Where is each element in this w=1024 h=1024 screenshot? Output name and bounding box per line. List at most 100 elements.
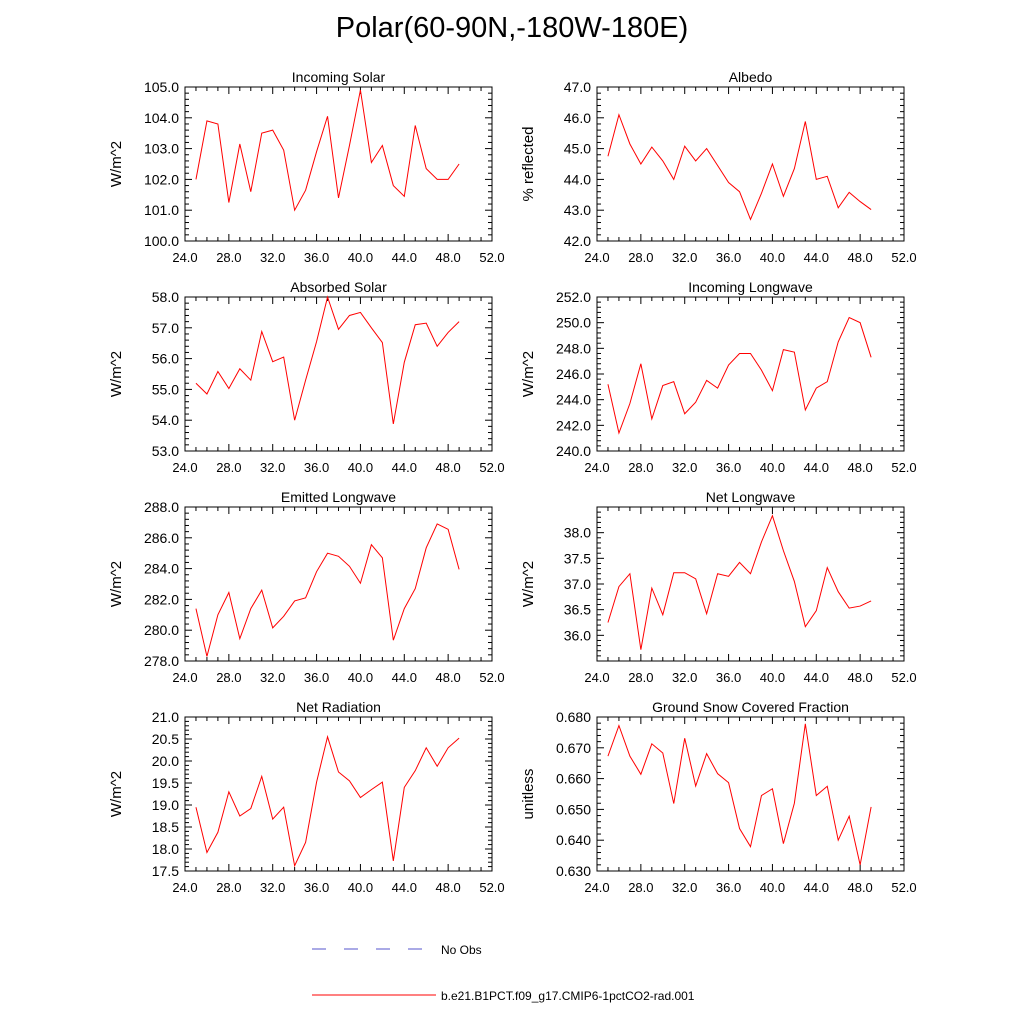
- y-axis-label: W/m^2: [108, 141, 125, 187]
- x-tick-label: 36.0: [304, 880, 329, 895]
- panel-0: 24.0 28.0 32.0 36.0 40.0 44.0 48.0 52.0 100.0 101…: [108, 69, 505, 265]
- series-line: [195, 295, 460, 424]
- y-tick-label: 43.0: [564, 202, 591, 218]
- y-tick-label: 102.0: [144, 171, 179, 187]
- x-tick-label: 52.0: [891, 880, 916, 895]
- y-tick-label: 20.5: [152, 731, 179, 747]
- x-tick-label: 24.0: [172, 460, 197, 475]
- y-tick-label: 244.0: [556, 392, 591, 408]
- plot-frame: [596, 86, 905, 242]
- x-tick-label: 48.0: [847, 880, 872, 895]
- figure-title: Polar(60-90N,-180W-180E): [335, 12, 689, 44]
- x-tick-label: 36.0: [304, 460, 329, 475]
- panel-title: Incoming Longwave: [688, 279, 813, 295]
- y-tick-label: 17.5: [152, 863, 179, 879]
- x-tick-label: 40.0: [348, 250, 373, 265]
- x-tick-label: 52.0: [479, 250, 504, 265]
- y-tick-label: 100.0: [144, 233, 179, 249]
- y-tick-label: 0.650: [556, 801, 591, 817]
- y-tick-label: 53.0: [152, 443, 179, 459]
- y-tick-label: 21.0: [152, 709, 179, 725]
- x-tick-label: 48.0: [435, 250, 460, 265]
- y-tick-label: 18.0: [152, 841, 179, 857]
- x-tick-label: 40.0: [348, 670, 373, 685]
- y-axis-label: W/m^2: [520, 351, 537, 397]
- x-tick-label: 40.0: [760, 880, 785, 895]
- y-axis-label: W/m^2: [520, 561, 537, 607]
- y-tick-label: 242.0: [556, 417, 591, 433]
- x-tick-label: 24.0: [584, 460, 609, 475]
- y-axis-label: W/m^2: [108, 351, 125, 397]
- x-tick-label: 28.0: [216, 250, 241, 265]
- x-tick-label: 48.0: [847, 670, 872, 685]
- y-tick-label: 246.0: [556, 366, 591, 382]
- x-tick-label: 28.0: [628, 250, 653, 265]
- x-tick-label: 28.0: [216, 880, 241, 895]
- y-tick-label: 19.5: [152, 775, 179, 791]
- panel-title: Albedo: [729, 69, 773, 85]
- x-tick-label: 52.0: [479, 460, 504, 475]
- y-tick-label: 0.640: [556, 832, 591, 848]
- plot-frame: [184, 716, 493, 872]
- y-tick-label: 250.0: [556, 315, 591, 331]
- x-tick-label: 48.0: [435, 670, 460, 685]
- y-tick-label: 58.0: [152, 289, 179, 305]
- x-tick-label: 32.0: [672, 670, 697, 685]
- y-tick-label: 104.0: [144, 110, 179, 126]
- y-tick-label: 57.0: [152, 320, 179, 336]
- y-tick-label: 278.0: [144, 653, 179, 669]
- x-tick-label: 32.0: [260, 670, 285, 685]
- x-tick-label: 24.0: [584, 880, 609, 895]
- y-tick-label: 18.5: [152, 819, 179, 835]
- series-line: [607, 113, 872, 221]
- y-tick-label: 282.0: [144, 591, 179, 607]
- x-tick-label: 48.0: [435, 460, 460, 475]
- y-tick-label: 56.0: [152, 351, 179, 367]
- y-tick-label: 42.0: [564, 233, 591, 249]
- x-tick-label: 28.0: [216, 460, 241, 475]
- x-tick-label: 40.0: [760, 460, 785, 475]
- x-tick-label: 44.0: [392, 880, 417, 895]
- panel-5: 24.0 28.0 32.0 36.0 40.0 44.0 48.0 52.0 36.0 36.5…: [520, 489, 917, 685]
- x-tick-label: 32.0: [672, 880, 697, 895]
- y-tick-label: 36.5: [564, 602, 591, 618]
- y-tick-label: 288.0: [144, 499, 179, 515]
- panel-title: Incoming Solar: [292, 69, 386, 85]
- plot-frame: [184, 296, 493, 452]
- panel-4: 24.0 28.0 32.0 36.0 40.0 44.0 48.0 52.0 278.0 280…: [108, 489, 505, 685]
- x-tick-label: 40.0: [760, 670, 785, 685]
- x-tick-label: 36.0: [304, 250, 329, 265]
- panel-title: Net Longwave: [706, 489, 796, 505]
- y-tick-label: 0.630: [556, 863, 591, 879]
- y-tick-label: 280.0: [144, 622, 179, 638]
- panel-6: 24.0 28.0 32.0 36.0 40.0 44.0 48.0 52.0 17.5 18.0…: [108, 699, 505, 895]
- y-tick-label: 55.0: [152, 381, 179, 397]
- panel-3: 24.0 28.0 32.0 36.0 40.0 44.0 48.0 52.0 240.0 242…: [520, 279, 917, 475]
- x-tick-label: 28.0: [216, 670, 241, 685]
- y-tick-label: 0.680: [556, 709, 591, 725]
- x-tick-label: 40.0: [760, 250, 785, 265]
- y-tick-label: 252.0: [556, 289, 591, 305]
- x-tick-label: 24.0: [584, 670, 609, 685]
- y-tick-label: 20.0: [152, 753, 179, 769]
- x-tick-label: 48.0: [435, 880, 460, 895]
- panel-2: 24.0 28.0 32.0 36.0 40.0 44.0 48.0 52.0 53.0 54.0…: [108, 279, 505, 475]
- y-tick-label: 44.0: [564, 171, 591, 187]
- series-line: [195, 89, 460, 212]
- x-tick-label: 44.0: [804, 880, 829, 895]
- x-tick-label: 52.0: [891, 670, 916, 685]
- x-tick-label: 40.0: [348, 460, 373, 475]
- x-tick-label: 32.0: [672, 460, 697, 475]
- plot-frame: [184, 86, 493, 242]
- x-tick-label: 24.0: [584, 250, 609, 265]
- y-tick-label: 101.0: [144, 202, 179, 218]
- y-tick-label: 37.0: [564, 576, 591, 592]
- y-axis-label: unitless: [520, 769, 537, 820]
- series-line: [607, 514, 872, 650]
- x-tick-label: 40.0: [348, 880, 373, 895]
- panel-title: Ground Snow Covered Fraction: [652, 699, 849, 715]
- y-tick-label: 38.0: [564, 525, 591, 541]
- series-line: [195, 523, 460, 657]
